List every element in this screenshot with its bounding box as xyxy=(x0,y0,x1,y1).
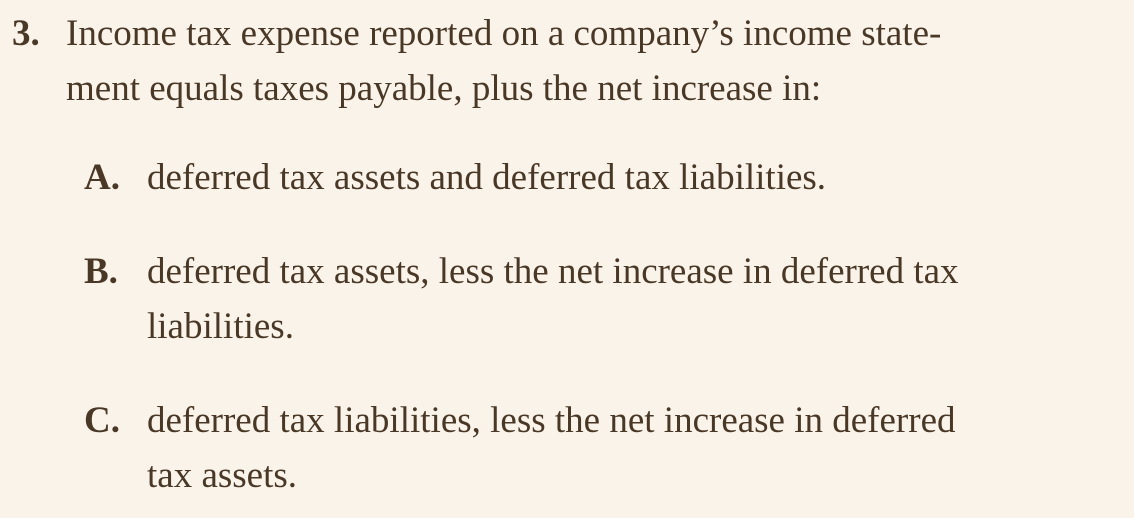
option-text-line: deferred tax liabilities, less the net i… xyxy=(147,400,956,441)
option-text-line: deferred tax assets, less the net increa… xyxy=(147,251,959,292)
option-letter: B. xyxy=(84,251,118,292)
option-text-line: deferred tax assets and deferred tax lia… xyxy=(147,157,827,198)
option-text: deferred tax assets and deferred tax lia… xyxy=(147,150,1127,205)
option-text: deferred tax assets, less the net increa… xyxy=(147,244,1127,354)
option-text-line: liabilities. xyxy=(147,306,294,347)
question-stem-line: Income tax expense reported on a company… xyxy=(66,13,942,54)
option-letter: A. xyxy=(84,157,120,198)
option-text: deferred tax liabilities, less the net i… xyxy=(147,393,1127,503)
question-stem: Income tax expense reported on a company… xyxy=(66,6,1126,116)
option-text-line: tax assets. xyxy=(147,455,298,496)
question-stem-line: ment equals taxes payable, plus the net … xyxy=(66,68,822,109)
option-letter: C. xyxy=(84,400,120,441)
question-number: 3. xyxy=(12,13,40,54)
